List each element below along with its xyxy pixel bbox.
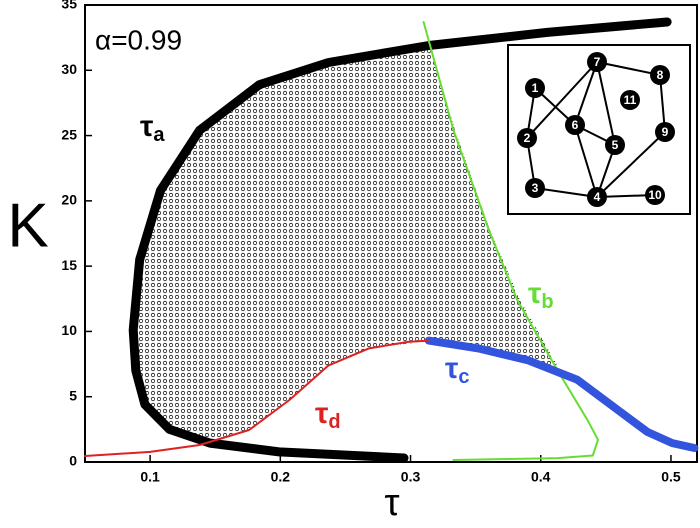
- network-node: [587, 52, 607, 72]
- network-edge: [574, 124, 598, 198]
- node-label: 6: [572, 118, 579, 132]
- y-tick-label: 20: [61, 192, 77, 208]
- network-node: [587, 187, 607, 207]
- series-line: [128, 17, 672, 463]
- y-tick-label: 35: [61, 0, 77, 12]
- network-node: [605, 135, 625, 155]
- y-tick-label: 25: [61, 126, 77, 142]
- node-label: 11: [624, 93, 637, 107]
- x-tick-label: 0.3: [401, 469, 421, 485]
- node-label: 4: [594, 190, 601, 204]
- series-label: τa: [140, 110, 165, 146]
- y-tick-label: 5: [69, 387, 77, 403]
- network-node: [525, 178, 545, 198]
- network-edge: [534, 187, 598, 198]
- y-tick-label: 10: [61, 322, 77, 338]
- x-tick-label: 0.5: [661, 469, 681, 485]
- series-label: τd: [315, 397, 341, 433]
- node-label: 5: [612, 138, 619, 152]
- network-node: [655, 122, 675, 142]
- network-node: [645, 185, 665, 205]
- node-label: 3: [532, 181, 539, 195]
- node-label: 8: [657, 68, 664, 82]
- y-tick-label: 15: [61, 257, 77, 273]
- network-node: [517, 128, 537, 148]
- network-node: [620, 90, 640, 110]
- y-tick-label: 0: [69, 453, 77, 469]
- series-line: [422, 21, 599, 461]
- network-node: [525, 78, 545, 98]
- node-label: 7: [594, 55, 601, 69]
- x-tick-label: 0.2: [271, 469, 291, 485]
- plot-frame: [84, 4, 698, 463]
- x-tick-label: 0.4: [531, 469, 551, 485]
- series-line: [424, 336, 699, 452]
- node-label: 2: [524, 131, 531, 145]
- y-axis-label: K: [7, 191, 48, 260]
- node-label: 9: [662, 125, 669, 139]
- network-inset: 1 2 3 4 5 6 7 8 9 10 11: [507, 44, 691, 215]
- node-label: 10: [648, 188, 662, 202]
- network-edge: [596, 61, 616, 146]
- series-label: τc: [445, 352, 470, 388]
- network-node: [565, 115, 585, 135]
- x-tick-label: 0.1: [140, 469, 160, 485]
- annotation: α=0.99: [95, 24, 182, 55]
- network-edge: [574, 61, 598, 126]
- network-edge: [596, 131, 666, 198]
- series-label: τb: [528, 277, 554, 313]
- x-axis-label: τ: [384, 482, 399, 524]
- series-line: [84, 339, 430, 457]
- stable-region: [133, 45, 560, 443]
- network-edge: [596, 61, 661, 76]
- network-edge: [526, 61, 598, 139]
- node-label: 1: [532, 81, 539, 95]
- network-node: [650, 65, 670, 85]
- y-tick-label: 30: [61, 61, 77, 77]
